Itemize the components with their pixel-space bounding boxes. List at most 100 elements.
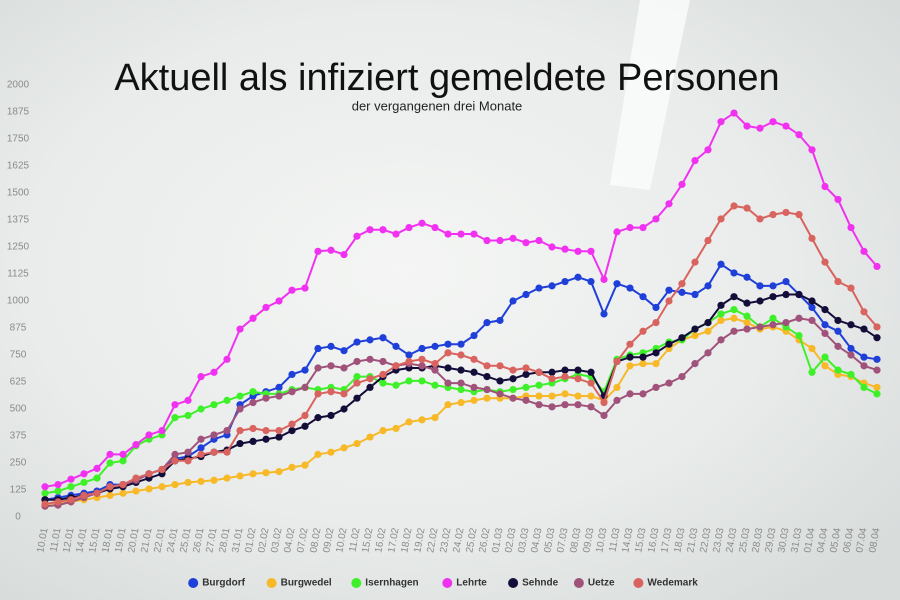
point (535, 392, 543, 400)
x-tick-label: 03.02 (269, 527, 284, 554)
point (769, 118, 777, 126)
point (873, 366, 881, 374)
point (457, 379, 465, 387)
point (795, 211, 803, 219)
point (171, 450, 179, 458)
point (314, 364, 322, 372)
point (288, 388, 296, 396)
point (418, 344, 426, 353)
point (470, 230, 478, 238)
point (535, 368, 543, 376)
point (587, 277, 595, 286)
legend-label: Lehrte (456, 578, 487, 589)
point (67, 496, 75, 504)
point (561, 245, 569, 253)
point (730, 269, 738, 277)
y-tick-label: 1125 (7, 269, 29, 280)
legend-label: Wedemark (647, 578, 698, 589)
point (626, 362, 634, 370)
point (769, 321, 777, 329)
point (756, 282, 764, 290)
point (821, 353, 829, 361)
x-tick-label: 22.02 (425, 527, 440, 554)
point (119, 450, 127, 458)
point (496, 316, 504, 325)
point (327, 411, 335, 420)
point (327, 246, 335, 254)
point (236, 439, 244, 448)
point (743, 325, 751, 333)
background-shape (610, 0, 690, 190)
point (730, 109, 738, 117)
point (119, 481, 127, 489)
point (652, 360, 660, 368)
point (600, 275, 608, 283)
point (613, 396, 621, 404)
point (249, 398, 257, 407)
point (236, 427, 244, 435)
point (548, 282, 556, 290)
point (197, 435, 205, 443)
x-tick-label: 17.02 (386, 527, 401, 554)
point (782, 319, 790, 327)
x-tick-label: 31.03 (789, 527, 804, 554)
point (691, 290, 699, 299)
point (743, 312, 751, 320)
point (509, 375, 517, 383)
point (522, 383, 530, 391)
x-tick-label: 21.03 (685, 527, 700, 554)
point (366, 383, 374, 391)
point (847, 344, 855, 353)
point (782, 290, 790, 299)
point (171, 457, 179, 465)
point (249, 314, 257, 322)
point (353, 379, 361, 387)
point (184, 478, 192, 487)
point (301, 366, 309, 374)
x-tick-label: 15.03 (633, 527, 648, 554)
point (860, 362, 868, 370)
point (847, 223, 855, 232)
point (366, 226, 374, 234)
point (704, 146, 712, 154)
point (535, 284, 543, 292)
legend-marker (633, 578, 644, 588)
point (782, 122, 790, 130)
point (548, 375, 556, 383)
point (132, 474, 140, 482)
point (587, 247, 595, 255)
point (808, 368, 816, 376)
point (106, 491, 114, 499)
point (340, 444, 348, 452)
point (275, 383, 283, 391)
point (405, 223, 413, 232)
point (470, 383, 478, 391)
point (314, 390, 322, 398)
x-tick-label: 11.03 (608, 527, 623, 553)
x-tick-label: 07.02 (295, 527, 310, 554)
x-tick-label: 04.04 (815, 527, 830, 554)
x-tick-label: 28.01 (217, 527, 232, 554)
point (41, 500, 49, 508)
point (691, 258, 699, 266)
point (613, 228, 621, 236)
x-tick-label: 08.03 (568, 527, 583, 554)
point (275, 427, 283, 435)
point (496, 390, 504, 398)
point (379, 379, 387, 387)
point (405, 357, 413, 366)
x-tick-label: 10.02 (334, 527, 349, 554)
point (457, 398, 465, 407)
point (392, 362, 400, 370)
point (756, 124, 764, 132)
point (821, 329, 829, 337)
point (41, 483, 49, 491)
point (405, 418, 413, 426)
point (743, 204, 751, 212)
x-tick-label: 11.02 (348, 527, 363, 553)
point (717, 118, 725, 126)
x-tick-label: 27.01 (204, 527, 219, 554)
point (743, 319, 751, 327)
point (288, 427, 296, 435)
point (353, 357, 361, 366)
